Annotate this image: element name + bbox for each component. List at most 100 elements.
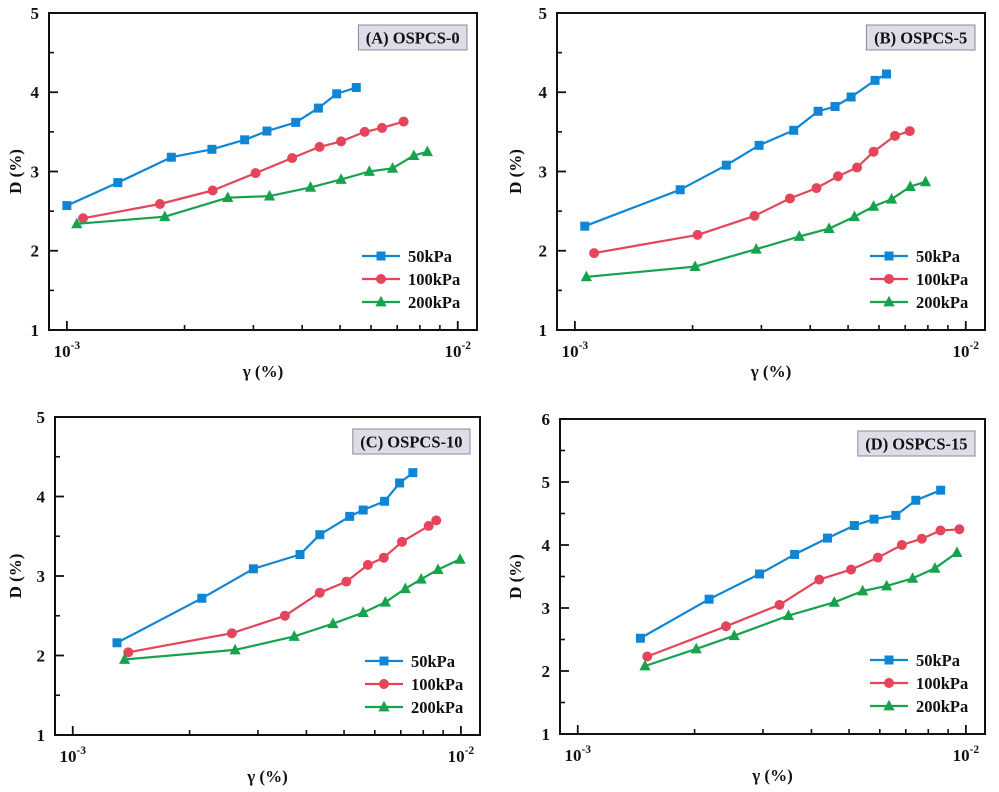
series-100kPa-marker — [904, 126, 915, 137]
series-200kPa-line — [644, 551, 958, 668]
panel-A: 10-3 10-2 1 2 3 4 5 γ (%) D (%) 50kPa 100kPa 200kPa… — [0, 0, 500, 396]
series-200kPa-marker — [857, 584, 869, 596]
series-200kPa-marker — [828, 596, 840, 607]
series-50kPa-marker — [197, 593, 207, 603]
series-50kPa-marker — [869, 514, 879, 524]
panel-b-chart: 10-3 10-2 1 2 3 4 5 γ (%) D (%) 50kPa 100kPa 200kPa… — [506, 4, 986, 381]
legend-label: 100kPa — [411, 675, 463, 694]
series-200kPa-marker — [881, 579, 893, 591]
legend-marker — [883, 699, 895, 711]
x-tick-label: 10-3 — [59, 745, 86, 766]
legend-label: 50kPa — [411, 652, 455, 671]
series-100kPa-marker — [896, 540, 907, 550]
series-200kPa-marker — [263, 189, 276, 201]
series-100kPa-marker — [314, 141, 325, 152]
series-100kPa-marker — [226, 628, 237, 639]
y-tick-label: 4 — [542, 536, 551, 555]
legend-marker — [884, 655, 894, 665]
series-200kPa-marker — [159, 210, 171, 222]
series-200kPa-line — [586, 180, 926, 278]
panel-label: (C) OSPCS-10 — [360, 433, 462, 452]
y-tick-label: 2 — [539, 242, 548, 261]
series-100kPa-marker — [774, 599, 785, 610]
series-50kPa-marker — [790, 549, 800, 559]
series-50kPa-marker — [408, 468, 418, 478]
series-200kPa-marker — [689, 260, 701, 271]
panel-C: 10-3 10-2 1 2 3 4 5 γ (%) D (%) 50kPa 100kPa 200kPa… — [0, 396, 500, 792]
series-200kPa-marker — [288, 630, 300, 641]
series-200kPa-marker — [885, 193, 898, 204]
series-200kPa-marker — [363, 165, 375, 176]
y-tick-label: 4 — [37, 487, 46, 506]
y-tick-label: 1 — [31, 321, 40, 340]
panel-c-chart: 10-3 10-2 1 2 3 4 5 γ (%) D (%) 50kPa 100kPa 200kPa… — [6, 408, 481, 786]
series-100kPa-marker — [589, 248, 600, 259]
x-tick-label: 10-2 — [953, 744, 980, 765]
series-200kPa-marker — [71, 217, 83, 229]
series-100kPa-marker — [889, 130, 900, 141]
series-200kPa-marker — [432, 563, 444, 575]
series-100kPa-marker — [431, 515, 442, 526]
series-100kPa-marker — [692, 229, 703, 240]
series-100kPa-marker — [396, 536, 407, 547]
legend-marker — [379, 679, 389, 689]
series-50kPa-marker — [846, 92, 856, 102]
series-50kPa-marker — [813, 106, 823, 116]
series-100kPa-marker — [279, 610, 290, 621]
x-tick-label: 10-2 — [952, 340, 979, 361]
legend-marker — [376, 251, 386, 261]
series-50kPa-marker — [823, 533, 833, 543]
series-100kPa-marker — [846, 564, 857, 575]
legend-marker — [378, 700, 390, 712]
series-50kPa-marker — [113, 178, 123, 188]
series-100kPa-marker — [814, 574, 825, 585]
series-100kPa-marker — [423, 520, 434, 531]
panel-B: 10-3 10-2 1 2 3 4 5 γ (%) D (%) 50kPa 100kPa 200kPa… — [500, 0, 999, 396]
y-axis-title: D (%) — [6, 554, 25, 599]
series-100kPa-marker — [362, 559, 373, 570]
series-100kPa-line — [128, 519, 437, 654]
y-tick-label: 2 — [31, 242, 40, 261]
series-50kPa-line — [66, 86, 357, 207]
legend-marker — [884, 274, 894, 284]
series-100kPa-line — [593, 130, 911, 255]
y-tick-label: 3 — [542, 599, 551, 618]
series-50kPa-marker — [62, 201, 72, 211]
series-200kPa-marker — [907, 572, 919, 583]
legend-label: 100kPa — [916, 674, 968, 693]
legend-marker — [884, 251, 894, 261]
x-tick-label: 10-3 — [564, 744, 591, 765]
panel-label-box — [865, 24, 976, 51]
panel-label: (B) OSPCS-5 — [874, 29, 967, 48]
series-50kPa-marker — [635, 633, 645, 643]
legend-marker — [379, 656, 389, 666]
series-50kPa-marker — [358, 505, 368, 515]
series-100kPa-marker — [154, 198, 165, 209]
series-200kPa-marker — [304, 181, 317, 192]
x-tick-label: 10-2 — [448, 745, 475, 766]
series-50kPa-marker — [675, 185, 685, 195]
series-200kPa-marker — [919, 175, 932, 187]
series-50kPa-marker — [936, 485, 946, 495]
series-50kPa-marker — [380, 496, 390, 506]
series-100kPa-marker — [784, 193, 795, 204]
series-200kPa-line — [76, 150, 428, 225]
series-100kPa-marker — [287, 153, 298, 164]
series-200kPa-marker — [229, 643, 241, 655]
y-tick-label: 2 — [37, 646, 46, 665]
series-50kPa-marker — [295, 550, 305, 560]
series-200kPa-marker — [823, 222, 835, 233]
legend-marker — [884, 678, 894, 688]
panel-label: (D) OSPCS-15 — [865, 435, 967, 454]
panel-label-box — [857, 430, 976, 457]
legend-label: 100kPa — [408, 270, 460, 289]
y-tick-label: 4 — [539, 83, 548, 102]
y-axis-title: D (%) — [506, 149, 525, 194]
series-200kPa-marker — [222, 191, 234, 203]
legend-label: 200kPa — [411, 698, 463, 717]
y-tick-label: 1 — [37, 726, 46, 745]
series-50kPa-line — [639, 489, 942, 640]
series-50kPa-marker — [315, 530, 325, 540]
series-50kPa-marker — [207, 144, 217, 154]
